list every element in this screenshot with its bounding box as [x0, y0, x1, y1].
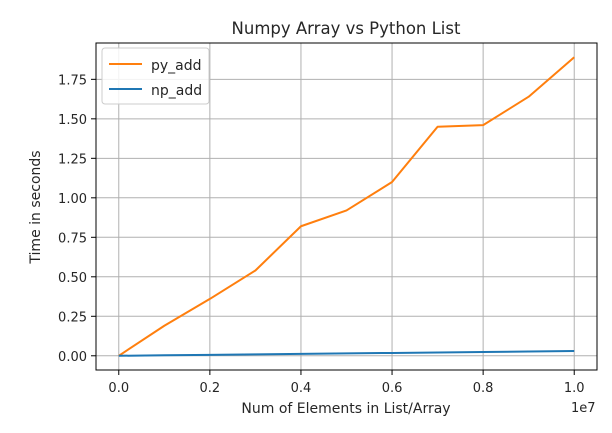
series-lines — [118, 56, 575, 357]
x-tick-label: 0.6 — [382, 381, 403, 396]
x-tick-label: 0.8 — [473, 381, 494, 396]
y-tick-label: 1.75 — [58, 73, 87, 88]
legend-label-py-add: py_add — [151, 58, 202, 74]
grid-lines — [96, 43, 597, 370]
x-axis-label: Num of Elements in List/Array — [241, 401, 450, 417]
series-line-py-add — [118, 56, 575, 357]
y-tick-label: 1.50 — [58, 113, 87, 128]
y-tick-label: 0.25 — [58, 310, 87, 325]
y-tick-label: 0.50 — [58, 271, 87, 286]
y-tick-label: 1.25 — [58, 152, 87, 167]
axis-ticks: 0.0 0.2 0.4 0.6 0.8 1.0 0.00 0.25 0.50 0.75 1.00 1.… — [58, 73, 585, 396]
x-tick-label: 0.2 — [200, 381, 221, 396]
x-tick-label: 0.4 — [291, 381, 312, 396]
plot-frame — [95, 42, 598, 371]
y-tick-label: 0.00 — [58, 350, 87, 365]
legend: py_add np_add — [101, 47, 210, 105]
y-tick-label: 1.00 — [58, 192, 87, 207]
series-line-np-add — [118, 350, 575, 357]
y-tick-label: 0.75 — [58, 231, 87, 246]
legend-label-np-add: np_add — [151, 83, 202, 99]
x-tick-label: 0.0 — [108, 381, 129, 396]
y-axis-label: Time in seconds — [28, 150, 44, 264]
x-tick-label: 1.0 — [564, 381, 585, 396]
chart-title: Numpy Array vs Python List — [232, 19, 461, 38]
x-axis-offset-label: 1e7 — [571, 401, 596, 416]
